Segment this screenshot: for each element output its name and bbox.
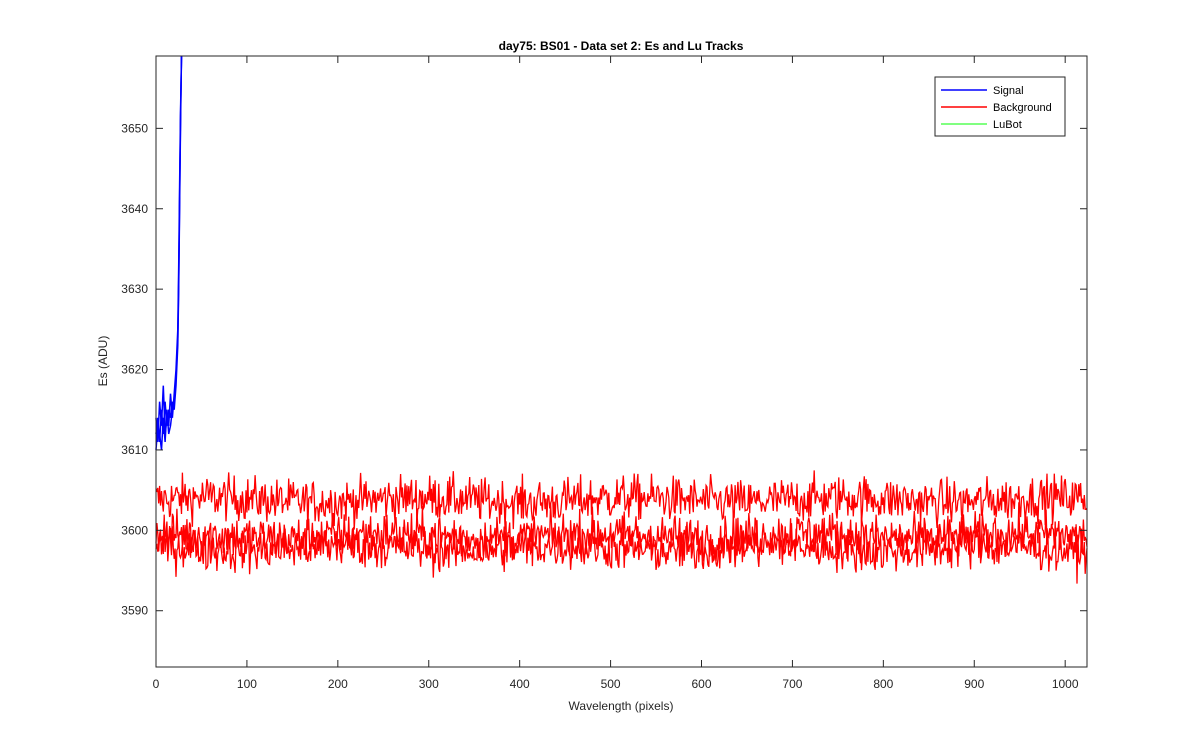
x-tick-label: 900 bbox=[964, 677, 984, 691]
x-tick-label: 700 bbox=[782, 677, 802, 691]
x-axis: 0 100 200 300 400 500 600 700 800 900 1000 bbox=[153, 56, 1079, 691]
chart-title: day75: BS01 - Data set 2: Es and Lu Trac… bbox=[499, 39, 744, 53]
x-tick-label: 100 bbox=[237, 677, 257, 691]
plot-frame bbox=[155, 55, 1088, 668]
y-tick-label: 3630 bbox=[121, 282, 148, 296]
x-tick-label: 0 bbox=[153, 677, 160, 691]
x-tick-label: 200 bbox=[328, 677, 348, 691]
y-tick-label: 3640 bbox=[121, 202, 148, 216]
x-tick-label: 300 bbox=[419, 677, 439, 691]
signal-series bbox=[155, 55, 183, 450]
x-axis-label: Wavelength (pixels) bbox=[569, 699, 674, 713]
legend-lubot-label: LuBot bbox=[993, 119, 1022, 131]
y-tick-label: 3610 bbox=[121, 443, 148, 457]
x-tick-label: 1000 bbox=[1052, 677, 1079, 691]
y-tick-label: 3600 bbox=[121, 523, 148, 537]
legend-signal-label: Signal bbox=[993, 85, 1024, 97]
background-trace bbox=[155, 470, 1088, 531]
x-tick-label: 800 bbox=[873, 677, 893, 691]
x-tick-label: 500 bbox=[601, 677, 621, 691]
x-tick-label: 400 bbox=[510, 677, 530, 691]
y-axis: 3590 3600 3610 3620 3630 3640 3650 bbox=[121, 121, 1087, 618]
y-tick-label: 3620 bbox=[121, 363, 148, 377]
legend-background-label: Background bbox=[993, 102, 1052, 114]
legend: Signal Background LuBot bbox=[934, 76, 1066, 137]
background-series bbox=[155, 470, 1088, 584]
background-trace bbox=[155, 514, 1088, 584]
y-tick-label: 3650 bbox=[121, 121, 148, 135]
signal-trace bbox=[155, 55, 183, 450]
y-axis-label: Es (ADU) bbox=[96, 336, 110, 387]
plot-area bbox=[156, 56, 1087, 667]
y-tick-label: 3590 bbox=[121, 604, 148, 618]
x-tick-label: 600 bbox=[691, 677, 711, 691]
